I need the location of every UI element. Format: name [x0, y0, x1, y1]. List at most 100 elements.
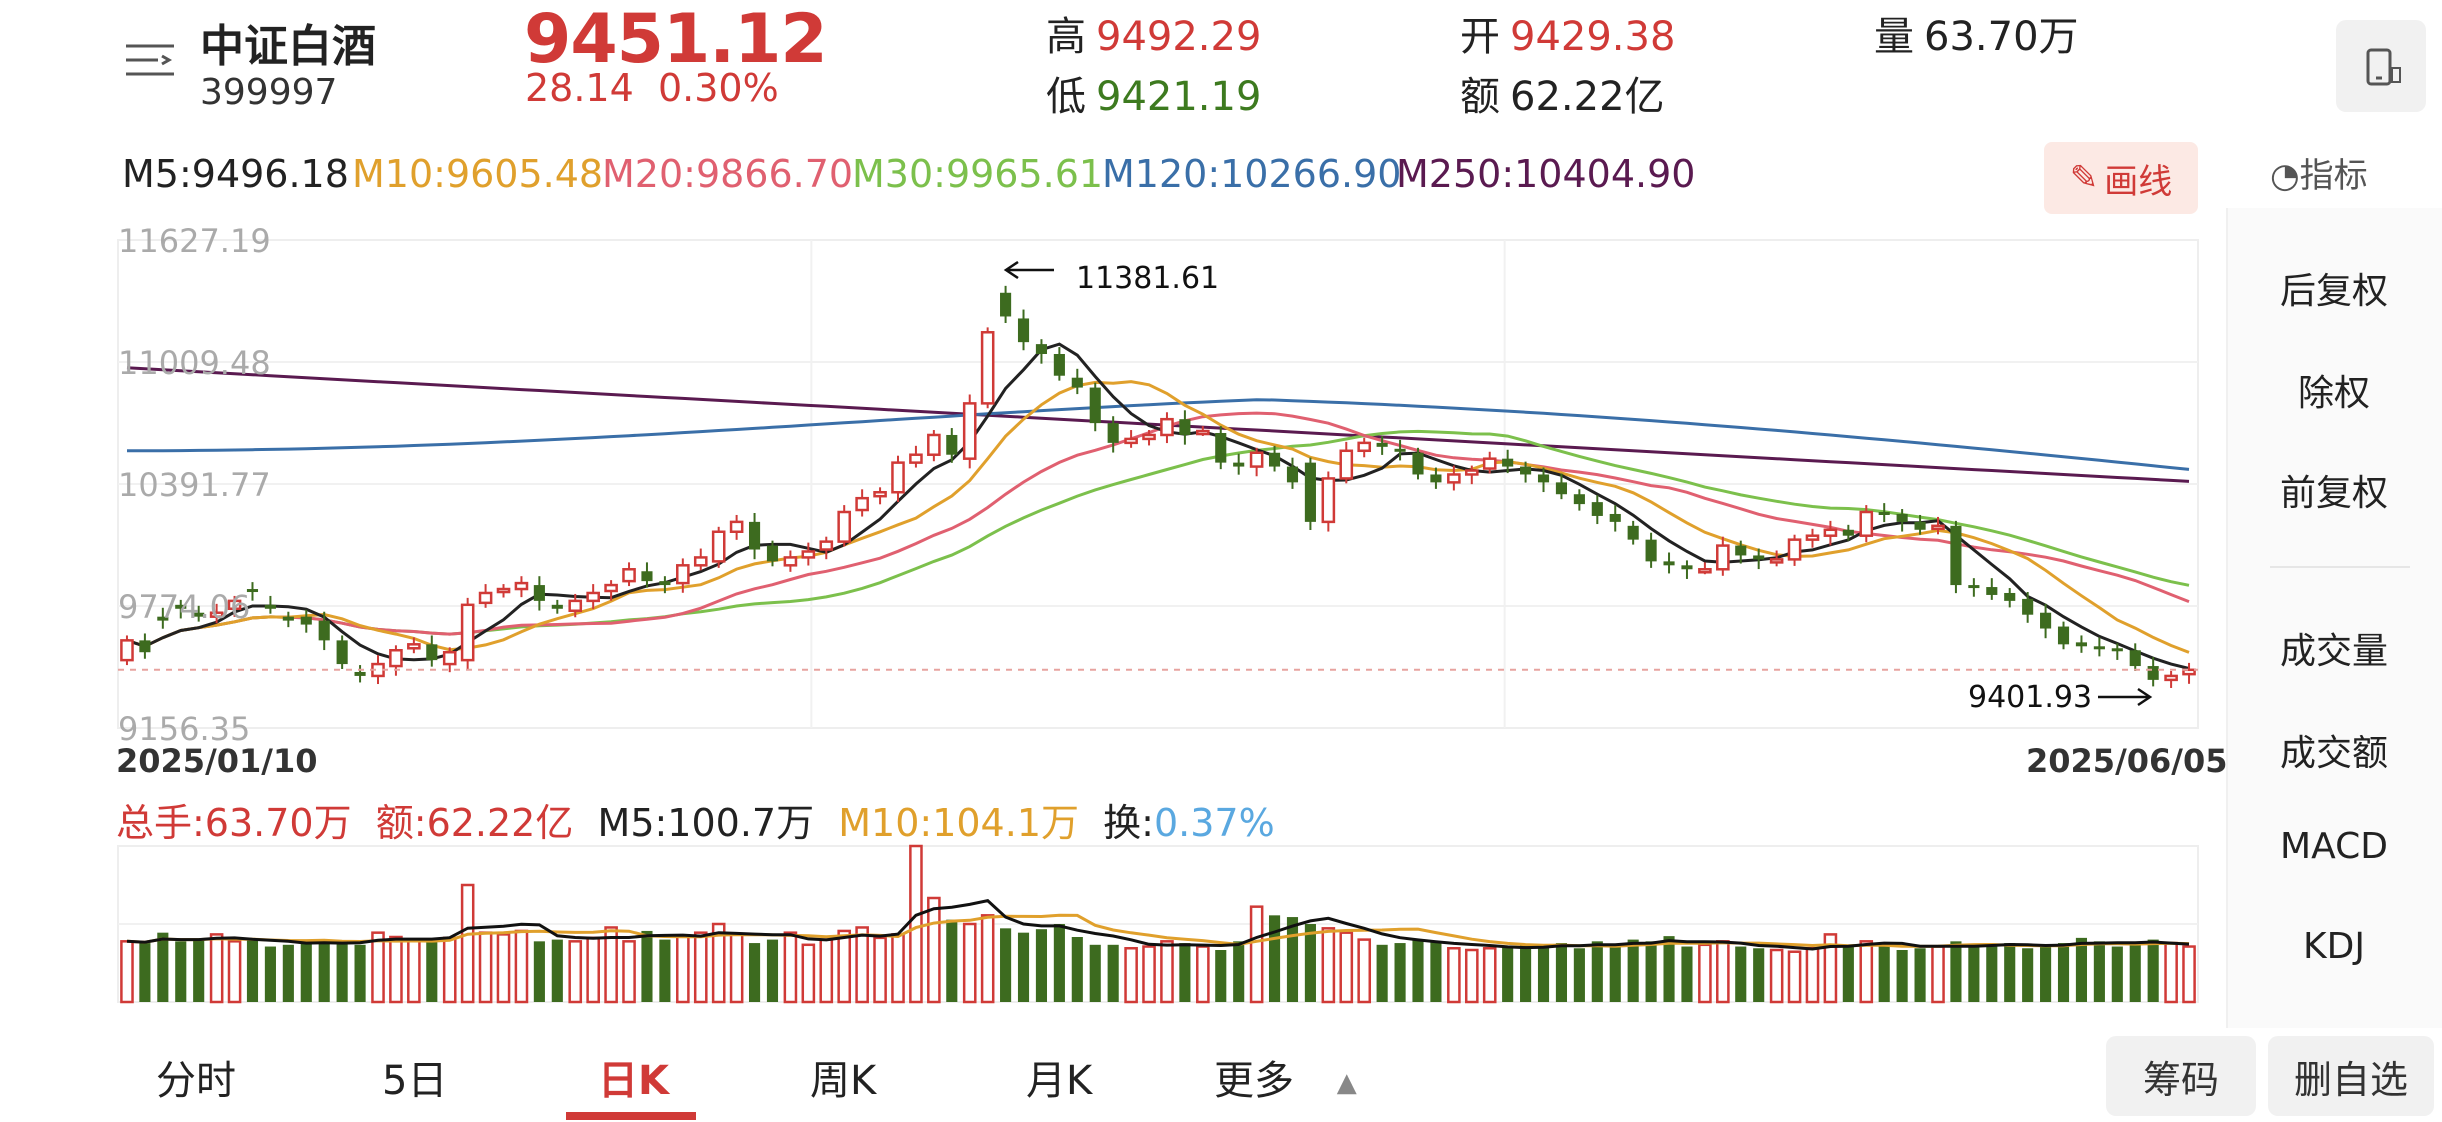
volume-bar [2111, 946, 2123, 1002]
side-item-ex-rights[interactable]: 除权 [2297, 373, 2370, 414]
volume-bar [460, 883, 475, 1004]
gauge-icon: ◔ [2270, 156, 2300, 196]
draw-line-button[interactable]: ✎ 画线 [2044, 142, 2198, 214]
candle-body [766, 545, 779, 562]
candle-body [354, 671, 366, 676]
max-price-annotation: 11381.61 [1076, 261, 1219, 296]
remove-watchlist-button[interactable]: 删自选 [2268, 1036, 2434, 1116]
volume-bar [318, 939, 330, 1002]
candle-body [1107, 423, 1119, 443]
tab-more[interactable]: 更多 ▲ [1214, 1048, 1357, 1106]
candle-body [676, 564, 690, 585]
tab-daily-k[interactable]: 日K [598, 1058, 669, 1104]
candle-body [909, 453, 923, 464]
change-percent: 0.30% [657, 66, 779, 110]
ma-legend-m30: M30:9965.61 [852, 152, 1104, 196]
tab-5day[interactable]: 5日 [382, 1058, 448, 1104]
candles [118, 285, 2198, 688]
candle-body [2164, 674, 2178, 682]
current-price: 9451.12 [524, 0, 828, 79]
volume-bar [227, 940, 242, 1004]
volume-bar [604, 926, 618, 1004]
volume-bar [1716, 940, 1730, 1004]
ma120-line [127, 398, 2190, 471]
indicator-button[interactable]: ◔指标 [2270, 148, 2368, 197]
tab-weekly-k[interactable]: 周K [810, 1058, 877, 1104]
volume-bar [1089, 944, 1101, 1002]
active-tab-indicator [566, 1112, 696, 1120]
candle-body [478, 591, 493, 605]
volume-ma5-line [126, 898, 2190, 951]
candle-body [1339, 449, 1354, 480]
candle-body [1555, 482, 1568, 495]
ma-legend-m10: M10:9605.48 [352, 152, 604, 196]
stat-high-label: 高 [1046, 14, 1086, 60]
price-change: 28.14 0.30% [525, 66, 779, 110]
candle-body [1698, 568, 1712, 574]
volume-bar [1842, 946, 1854, 1002]
volume-bar [336, 941, 348, 1002]
candle-body [837, 510, 852, 543]
candle-body [2093, 646, 2105, 650]
candle-body [407, 643, 421, 650]
ma-legend-m5: M5:9496.18 [122, 152, 349, 196]
volume-bar [1321, 927, 1336, 1004]
volume-bar [1663, 936, 1675, 1002]
candle-body [1627, 525, 1639, 540]
y-tick-label: 9156.35 [118, 710, 250, 748]
volume-bar [801, 943, 816, 1004]
volume-bar [496, 933, 511, 1004]
stat-volume-value: 63.70万 [1924, 14, 2079, 60]
caret-up-icon: ▲ [1336, 1068, 1357, 1098]
candle-body [1931, 524, 1945, 531]
candle-body [604, 583, 618, 593]
stat-low-label: 低 [1046, 74, 1086, 120]
volume-bar [1555, 943, 1568, 1002]
volume-bar [1304, 924, 1316, 1002]
ma-legend-m120: M120:10266.90 [1102, 152, 1402, 196]
rotate-screen-button[interactable] [2336, 20, 2426, 112]
volume-bar [2164, 941, 2178, 1004]
side-item-amount[interactable]: 成交额 [2279, 733, 2388, 774]
side-item-macd[interactable]: MACD [2280, 826, 2388, 867]
ma5-line [126, 342, 2190, 670]
candle-body [533, 585, 545, 601]
candle-body [1000, 292, 1012, 317]
volume-bar [2022, 948, 2034, 1002]
volume-bar [2004, 943, 2016, 1002]
candle-body [568, 599, 583, 613]
candle-body [300, 616, 312, 625]
ma10-line [126, 380, 2190, 654]
volume-bar [1249, 905, 1264, 1004]
volume-bar [264, 946, 276, 1002]
candle-body [1520, 466, 1532, 475]
volume-bar [514, 929, 529, 1004]
menu-icon[interactable] [122, 36, 178, 92]
volume-bar [442, 936, 457, 1004]
phone-rotate-icon [2366, 48, 2401, 86]
volume-bar [193, 939, 205, 1002]
side-item-post-adjust[interactable]: 后复权 [2279, 271, 2388, 312]
candle-body [389, 649, 403, 668]
candle-body [336, 640, 348, 665]
volume-bar [1823, 933, 1838, 1004]
tab-intraday[interactable]: 分时 [156, 1058, 236, 1104]
tab-monthly-k[interactable]: 月K [1026, 1058, 1093, 1104]
candle-body [1357, 441, 1372, 453]
stat-low: 低 9421.19 [1046, 64, 1261, 122]
candle-body [264, 604, 276, 609]
side-item-volume[interactable]: 成交量 [2279, 631, 2388, 672]
volume-bar [1464, 948, 1479, 1004]
y-tick-label: 11009.48 [118, 344, 271, 382]
volume-bar [676, 934, 690, 1004]
stock-name: 中证白酒 [200, 21, 376, 72]
volume-total: 总手:63.70万 [116, 801, 352, 845]
side-item-pre-adjust[interactable]: 前复权 [2279, 473, 2388, 514]
volume-bar [407, 938, 421, 1004]
candle-body [1787, 538, 1802, 561]
side-item-kdj[interactable]: KDJ [2303, 926, 2365, 967]
candle-body [514, 581, 529, 591]
chips-button[interactable]: 筹码 [2106, 1036, 2256, 1116]
volume-bar [1681, 946, 1693, 1002]
